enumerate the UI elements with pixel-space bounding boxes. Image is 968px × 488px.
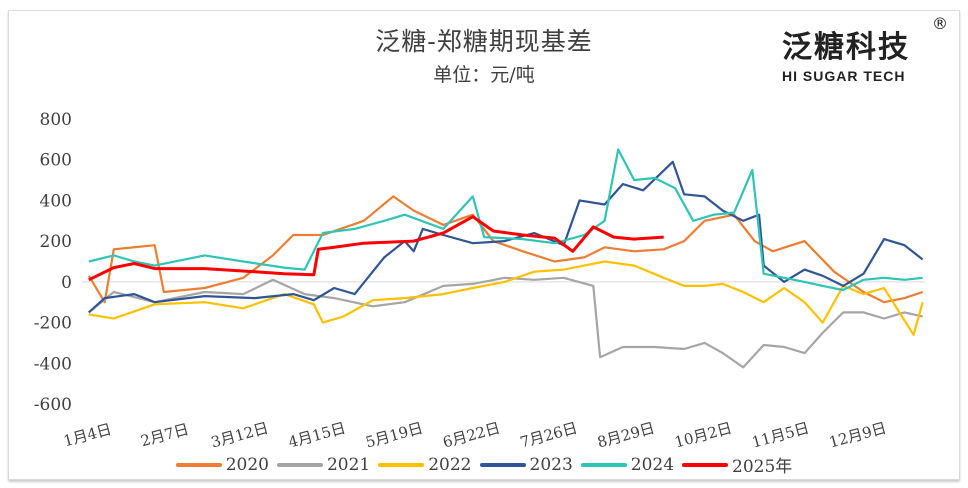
legend-item: 2025年	[682, 452, 792, 477]
legend-item: 2022	[378, 452, 472, 477]
y-tick-label: 600	[40, 151, 72, 171]
y-tick-label: -200	[34, 314, 72, 334]
series-line-2021	[88, 276, 923, 369]
x-tick-label: 11月5日	[750, 419, 811, 452]
legend-swatch	[479, 462, 526, 467]
chart-frame	[8, 10, 960, 480]
x-tick-label: 5月19日	[364, 419, 425, 452]
x-tick-label: 12月9日	[827, 419, 888, 452]
legend-item: 2020	[175, 452, 269, 477]
legend-label: 2021	[326, 454, 371, 475]
y-tick-label: 0	[61, 273, 72, 293]
brand-logo: 泛糖科技 HI SUGAR TECH ®	[782, 14, 948, 84]
y-tick-label: -600	[34, 395, 72, 415]
chart-subtitle: 单位：元/吨	[433, 64, 535, 86]
logo-cn: 泛糖科技	[782, 30, 910, 65]
legend-swatch	[580, 462, 627, 467]
y-tick-label: 800	[40, 110, 72, 130]
legend-item: 2024	[580, 452, 675, 477]
series-line-2020	[87, 195, 924, 304]
legend-label: 2022	[428, 454, 472, 475]
legend-label: 2020	[225, 454, 269, 475]
x-tick-label: 10月2日	[673, 419, 734, 452]
x-tick-label: 7月26日	[518, 419, 579, 452]
series-line-2023	[88, 160, 924, 314]
legend-swatch	[682, 462, 729, 467]
x-tick-label: 3月12日	[209, 419, 270, 452]
legend-label: 2023	[529, 454, 573, 475]
x-tick-label: 4月15日	[286, 419, 347, 452]
y-tick-label: 200	[40, 232, 72, 252]
y-tick-label: -400	[34, 354, 72, 374]
legend-item: 2021	[276, 452, 371, 477]
x-tick-label: 8月29日	[595, 419, 656, 452]
legend-swatch	[378, 462, 425, 467]
legend-label: 2025年	[732, 457, 793, 477]
series-line-2022	[88, 260, 924, 336]
x-tick-label: 6月22日	[441, 419, 502, 452]
registered-mark: ®	[932, 14, 948, 33]
x-tick-label: 1月4日	[61, 420, 113, 450]
logo-en: HI SUGAR TECH	[782, 68, 906, 84]
legend-swatch	[276, 462, 323, 467]
series-line-2025	[88, 215, 664, 282]
y-tick-label: 400	[40, 191, 72, 211]
chart-title: 泛糖-郑糖期现基差	[375, 27, 593, 56]
legend-item: 2023	[479, 452, 573, 477]
legend-swatch	[175, 462, 222, 467]
x-tick-label: 2月7日	[139, 420, 191, 450]
legend-label: 2024	[630, 454, 675, 475]
legend: 2020 2021 2022 2023 2024 2025年	[0, 452, 968, 477]
